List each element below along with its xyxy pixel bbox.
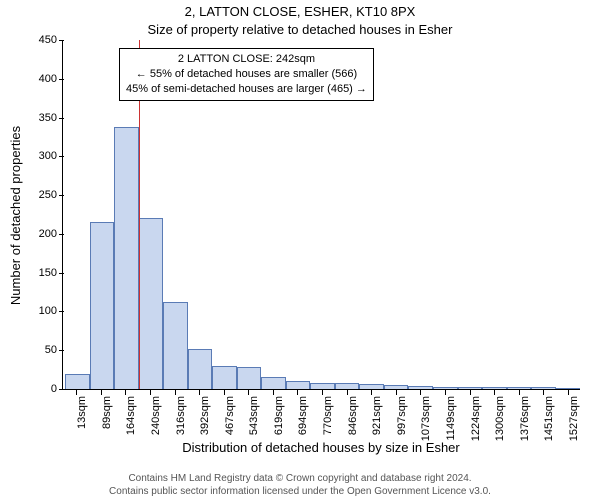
histogram-chart: 2, LATTON CLOSE, ESHER, KT10 8PX Size of…: [0, 0, 600, 500]
footer-attribution: Contains HM Land Registry data © Crown c…: [0, 473, 600, 498]
y-axis-tick: 350: [39, 112, 63, 124]
histogram-bar: [212, 366, 237, 389]
chart-title-address: 2, LATTON CLOSE, ESHER, KT10 8PX: [0, 4, 600, 19]
y-axis-tick: 400: [39, 73, 63, 85]
y-axis-tick: 100: [39, 305, 63, 317]
histogram-bar: [556, 388, 581, 389]
histogram-bar: [384, 385, 409, 389]
y-axis-tick: 300: [39, 150, 63, 162]
histogram-bar: [310, 383, 335, 389]
annotation-line-1: 2 LATTON CLOSE: 242sqm: [126, 52, 367, 67]
footer-line-1: Contains HM Land Registry data © Crown c…: [0, 473, 600, 486]
x-axis-title: Distribution of detached houses by size …: [62, 440, 580, 455]
annotation-box: 2 LATTON CLOSE: 242sqm ← 55% of detached…: [119, 48, 374, 101]
histogram-bar: [507, 387, 532, 389]
plot-area: 2 LATTON CLOSE: 242sqm ← 55% of detached…: [62, 40, 580, 390]
histogram-bar: [65, 374, 90, 390]
y-axis-tick: 150: [39, 267, 63, 279]
histogram-bar: [433, 387, 458, 389]
histogram-bar: [90, 222, 115, 389]
histogram-bar: [188, 349, 213, 389]
histogram-bar: [482, 387, 507, 389]
histogram-bar: [114, 127, 139, 389]
chart-subtitle: Size of property relative to detached ho…: [0, 22, 600, 37]
histogram-bar: [458, 387, 483, 389]
annotation-line-2: ← 55% of detached houses are smaller (56…: [126, 67, 367, 82]
y-axis-label: Number of detached properties: [8, 0, 24, 430]
histogram-bar: [163, 302, 188, 389]
histogram-bar: [408, 386, 433, 389]
footer-line-2: Contains public sector information licen…: [0, 486, 600, 499]
y-axis-tick: 50: [45, 344, 63, 356]
histogram-bar: [286, 381, 311, 389]
histogram-bar: [531, 387, 556, 389]
histogram-bar: [359, 384, 384, 389]
y-axis-tick: 200: [39, 228, 63, 240]
y-axis-tick: 450: [39, 34, 63, 46]
annotation-line-3: 45% of semi-detached houses are larger (…: [126, 82, 367, 97]
histogram-bar: [335, 383, 360, 389]
histogram-bar: [261, 377, 286, 389]
y-axis-tick: 250: [39, 189, 63, 201]
histogram-bar: [237, 367, 262, 389]
histogram-bar: [139, 218, 164, 389]
